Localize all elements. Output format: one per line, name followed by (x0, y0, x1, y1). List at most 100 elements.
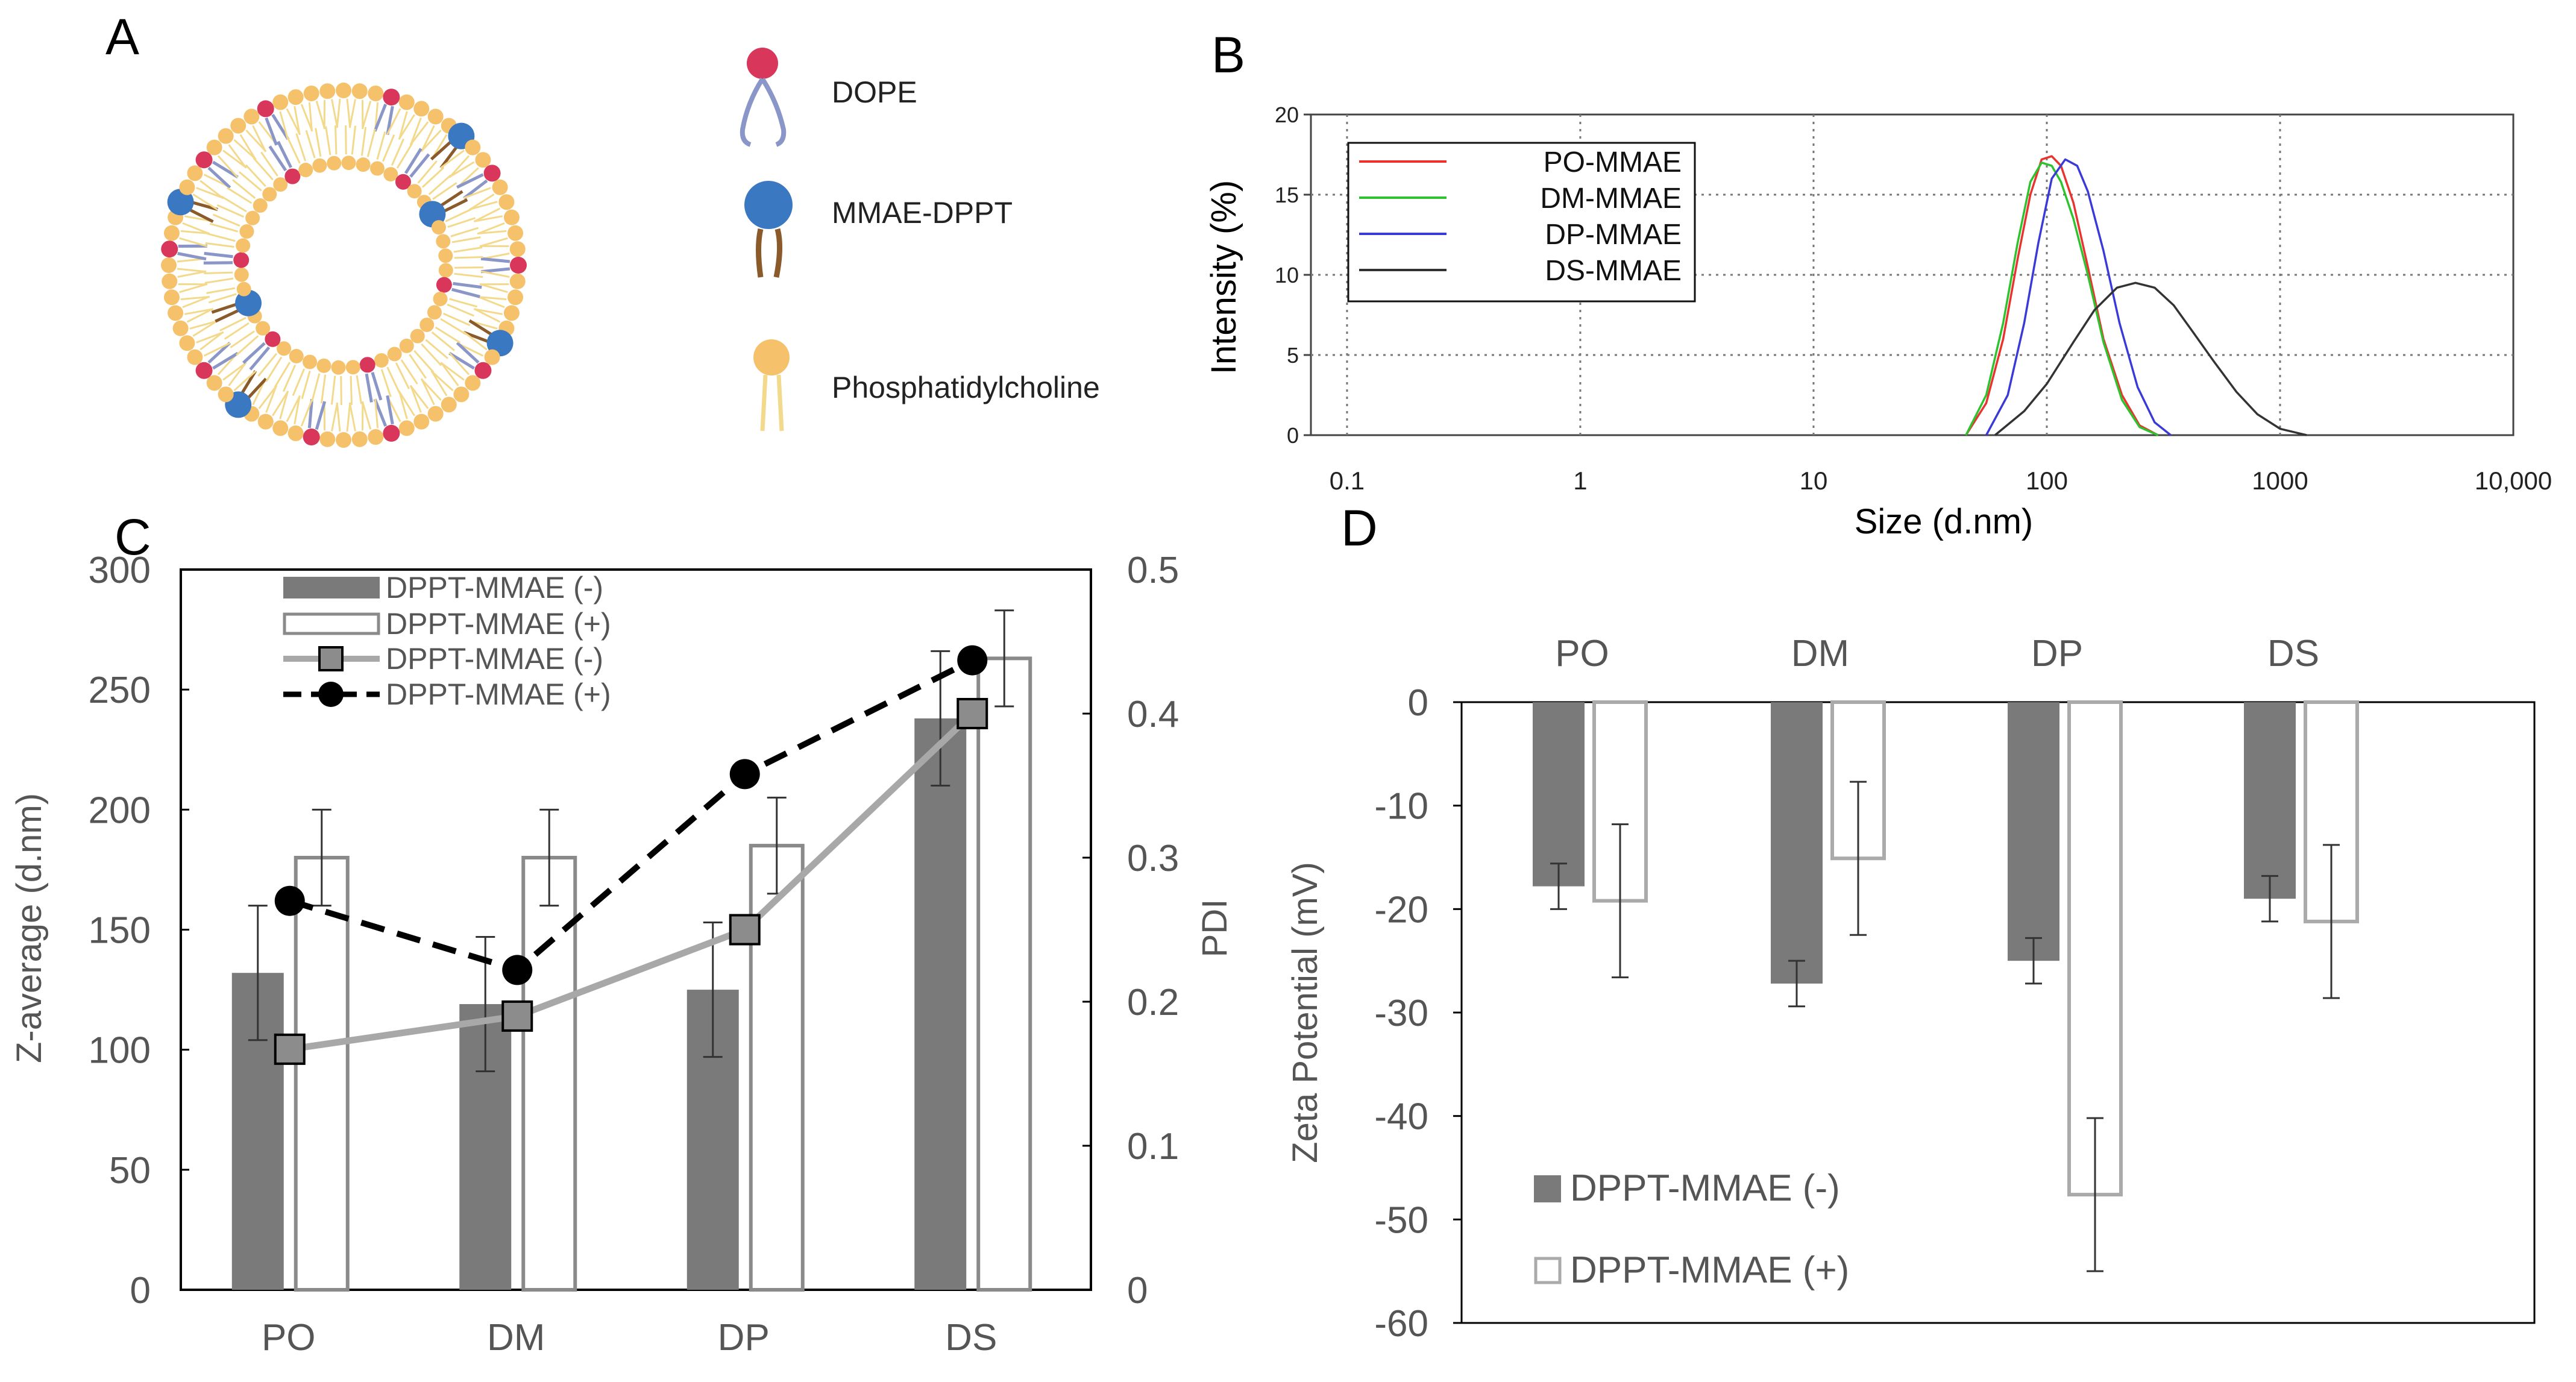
lipid-tail (377, 131, 385, 159)
phosphatidylcholine-head (303, 355, 317, 369)
series-line-po-mmae (1966, 156, 2158, 435)
lipid-tail (436, 327, 460, 342)
dope-head (233, 253, 249, 268)
phosphatidylcholine-head (187, 350, 203, 365)
phosphatidylcholine-head (336, 83, 351, 98)
lipid-tail (206, 243, 234, 247)
y-tick-label: 300 (89, 550, 151, 591)
bar-ds-dppt-mmae-plus (978, 658, 1030, 1290)
lipid-tail (272, 115, 288, 139)
lipid-tail (266, 385, 277, 412)
phosphatidylcholine-head (485, 350, 500, 365)
dope-head (436, 277, 452, 293)
panel-letter-a: A (105, 8, 139, 65)
legend-label-ds-mmae: DS-MMAE (1545, 255, 1682, 287)
lipid-tail (481, 269, 510, 272)
dope-head (161, 240, 178, 257)
x-tick-label: 1 (1573, 466, 1587, 495)
lipid-tail (372, 372, 381, 400)
phosphatidylcholine-head (492, 180, 508, 195)
y-tick-label: 10 (1275, 263, 1299, 287)
category-label-dp: DP (718, 1317, 770, 1358)
phosphatidylcholine-head (272, 420, 288, 436)
pdi-marker-square (958, 699, 987, 728)
phosphatidylcholine-head (230, 118, 246, 134)
dope-lipid-icon (743, 48, 784, 145)
phosphatidylcholine-head (304, 86, 319, 101)
lipid-tail (470, 202, 497, 210)
y-axis-label-b: Intensity (%) (1204, 180, 1243, 374)
y-ticks-right-c: 00.10.20.30.40.5 (1082, 550, 1179, 1311)
phosphatidylcholine-head (288, 426, 304, 441)
y2-tick-label: 0.4 (1127, 694, 1179, 735)
lipid-tail (210, 224, 237, 231)
x-tick-label: 10,000 (2475, 466, 2552, 495)
lipid-tail (406, 149, 421, 174)
y-tick-label: 15 (1275, 183, 1299, 207)
y-tick-label: -30 (1374, 993, 1428, 1034)
lipid-tail (302, 371, 310, 398)
panel-letter-d: D (1341, 500, 1378, 556)
legend-label-plus: DPPT-MMAE (+) (1570, 1249, 1849, 1291)
phosphatidylcholine-head (256, 321, 270, 336)
y-tick-label: 200 (89, 790, 151, 831)
bar-po-dppt-mmae-minus (1533, 702, 1585, 887)
lipid-tail (306, 130, 315, 158)
y-tick-label: 20 (1275, 102, 1299, 127)
pdi-marker-circle (957, 645, 987, 676)
lipid-tail (207, 234, 236, 241)
phosphatidylcholine-head (507, 289, 523, 305)
lipid-tail (220, 318, 246, 330)
x-tick-label: 0.1 (1330, 466, 1365, 495)
lipid-tail (190, 202, 218, 210)
phosphatidylcholine-head (383, 167, 398, 181)
legend-swatch-marker-square (319, 647, 342, 670)
y2-tick-label: 0.3 (1127, 838, 1179, 879)
phosphatidylcholine-head (341, 155, 356, 170)
pdi-marker-square (275, 1035, 304, 1064)
dope-head (510, 257, 527, 274)
legend-swatch-marker-circle (318, 682, 344, 707)
phosphatidylcholine-head (207, 375, 222, 391)
phosphatidylcholine-head (465, 375, 480, 391)
bar-ds-dppt-mmae-minus (914, 718, 966, 1290)
lipid-tail (190, 321, 218, 328)
lipid-tail (272, 391, 288, 416)
category-label-po: PO (1555, 633, 1609, 674)
phosphatidylcholine-head (316, 359, 331, 373)
lipid-tail (346, 125, 347, 154)
bars-c (232, 611, 1031, 1290)
phosphatidylcholine-head (439, 263, 453, 277)
pdi-marker-square (730, 916, 759, 944)
legend-c: DPPT-MMAE (-)DPPT-MMAE (+)DPPT-MMAE (-)D… (283, 571, 611, 711)
lipid-tail (350, 99, 355, 128)
category-label-ds: DS (945, 1317, 997, 1358)
phosphatidylcholine-head (436, 234, 450, 248)
lipid-tail (178, 271, 206, 277)
lipid-tail (383, 135, 394, 162)
lipid-tail (480, 238, 507, 247)
lipid-tail (362, 401, 371, 429)
y-tick-label: -20 (1374, 889, 1428, 931)
phosphatidylcholine-head (368, 429, 383, 445)
phosphatidylcholine-head (319, 83, 335, 99)
lipid-tail (207, 288, 235, 293)
lipid-tail (399, 115, 415, 139)
lipid-tail (350, 403, 355, 431)
phosphatidylcholine-head (239, 224, 254, 239)
legend-label-dope: DOPE (832, 75, 917, 109)
y-axis-label-c: Z-average (d.nm) (10, 793, 49, 1063)
phosphatidylcholine-head (413, 101, 429, 116)
panel-letter-b: B (1211, 27, 1245, 83)
phosphatidylcholine-head (187, 165, 203, 181)
x-tick-label: 10 (1800, 466, 1828, 495)
lipid-tail (266, 118, 277, 145)
y-tick-label: 5 (1287, 343, 1299, 368)
phosphatidylcholine-head (162, 274, 177, 289)
lipid-tail (337, 403, 340, 432)
